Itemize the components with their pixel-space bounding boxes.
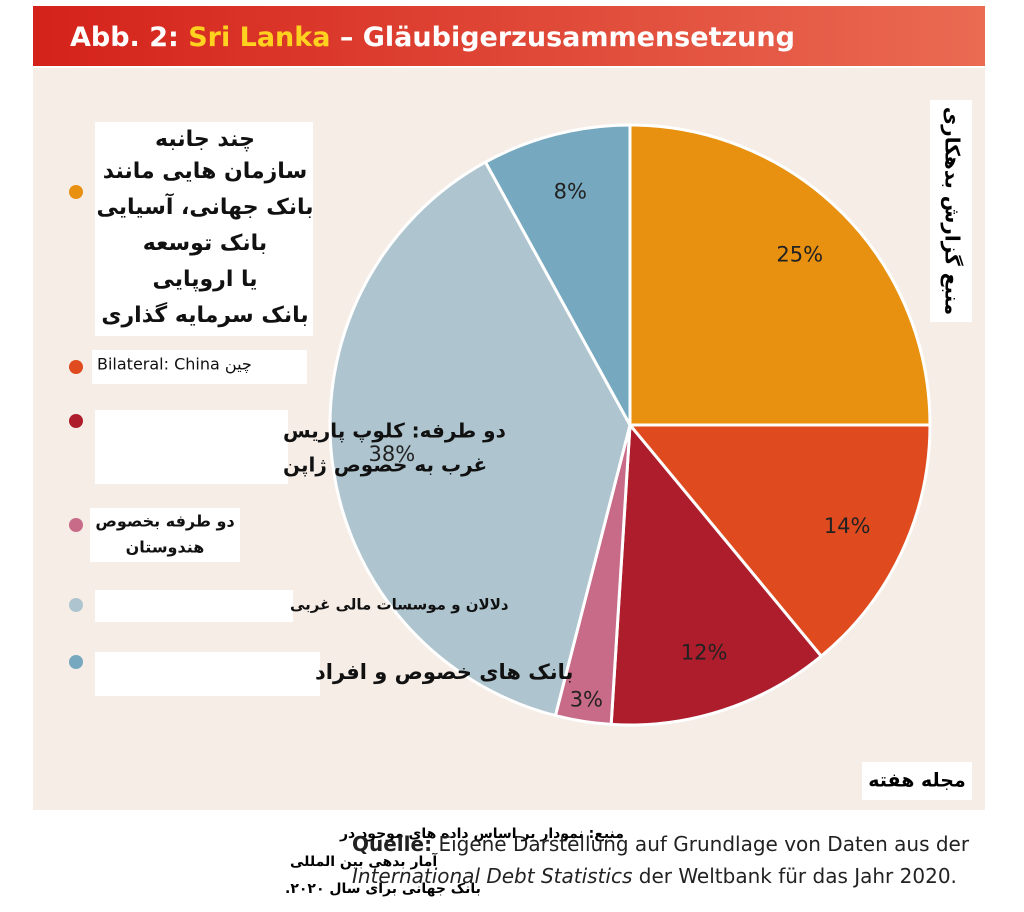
legend-label: بانک توسعه xyxy=(143,231,267,256)
legend-box xyxy=(95,122,313,336)
chart-title: Abb. 2: Sri Lanka – Gläubigerzusammenset… xyxy=(70,22,795,53)
pie-slice xyxy=(328,160,632,718)
source-fa: منبع: نمودار بر اساس داده های موجود در xyxy=(339,826,624,842)
legend-marker xyxy=(69,185,83,199)
legend-label: هندوستان xyxy=(126,538,205,557)
legend-label: بانک سرمایه گذاری xyxy=(101,301,308,328)
value-label: 25% xyxy=(776,242,823,266)
legend-label: سازمان هایی مانند xyxy=(103,159,307,184)
legend-box xyxy=(95,410,288,484)
source: Quelle: Eigene Darstellung auf Grundlage… xyxy=(352,832,970,856)
title-highlight: Sri Lanka xyxy=(188,22,330,53)
corner-note: مجله هفته xyxy=(868,770,965,792)
side-note: منبع گزارش بدهکاری xyxy=(941,107,965,315)
legend-box xyxy=(95,590,293,622)
source-fa: بانک جهانی برای سال ۲۰۲۰. xyxy=(285,881,481,897)
legend-label: Bilateral: China چین xyxy=(97,355,252,375)
legend-label: بانک جهانی، آسیایی xyxy=(96,192,313,220)
legend-marker xyxy=(69,598,83,612)
source-fa: آمار بدهی بین المللی xyxy=(290,852,438,870)
legend-label: بانک های خصوص و افراد xyxy=(315,660,573,684)
source-label: Quelle: xyxy=(352,832,432,856)
source-text: Eigene Darstellung auf Grundlage von Dat… xyxy=(438,832,969,856)
title-rest: – Gläubigerzusammensetzung xyxy=(340,22,795,53)
value-label: 14% xyxy=(824,514,871,538)
legend-box xyxy=(90,508,240,562)
note-box xyxy=(930,100,972,322)
source-text: der Weltbank für das Jahr 2020. xyxy=(639,864,957,888)
value-label: 38% xyxy=(369,442,416,466)
pie-slice xyxy=(483,123,632,426)
legend-marker xyxy=(69,414,83,428)
source-italic: International Debt Statistics xyxy=(352,864,632,888)
legend-marker xyxy=(69,655,83,669)
legend-label: دو طرفه بخصوص xyxy=(95,512,234,531)
source: International Debt Statistics der Weltba… xyxy=(352,864,957,888)
note-box xyxy=(862,762,972,800)
legend-label: چند جانبه xyxy=(155,127,255,152)
pie-slice xyxy=(609,421,824,727)
value-label: 3% xyxy=(570,688,603,712)
value-label: 12% xyxy=(681,640,728,664)
legend-label: غرب به خصوص ژاپن xyxy=(283,453,487,478)
pie-slice xyxy=(626,423,932,659)
legend-label: دو طرفه: کلوپ پاریس xyxy=(283,419,506,444)
legend-box xyxy=(95,652,320,696)
legend-box xyxy=(92,350,307,384)
pie-slice xyxy=(628,123,932,427)
legend-marker xyxy=(69,360,83,374)
legend-marker xyxy=(69,518,83,532)
legend-label: دلالان و موسسات مالی غربی xyxy=(290,596,509,614)
legend-label: یا اروپایی xyxy=(152,267,257,292)
title-prefix: Abb. 2: xyxy=(70,22,179,53)
title-banner xyxy=(33,6,985,66)
value-label: 8% xyxy=(554,180,587,204)
